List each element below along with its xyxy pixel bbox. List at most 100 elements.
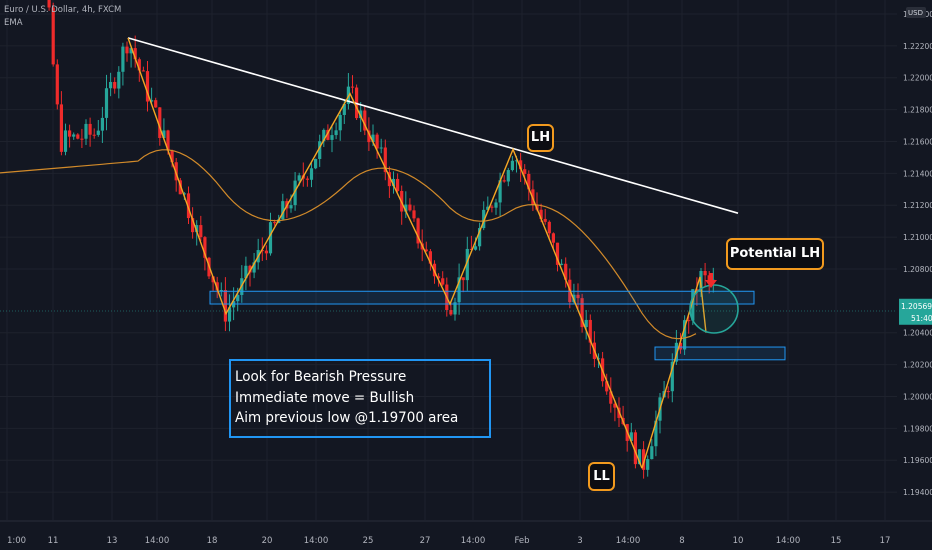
target-circle[interactable] <box>689 284 739 334</box>
lh-label[interactable]: LH <box>527 124 554 152</box>
candle <box>506 167 510 187</box>
time-tick: 10 <box>733 536 744 546</box>
time-tick: 14:00 <box>304 536 329 546</box>
candle <box>59 91 63 156</box>
down-arrow-icon <box>705 273 717 288</box>
candle <box>55 59 59 110</box>
candle <box>404 191 408 219</box>
candle <box>650 439 654 460</box>
descending-trendline[interactable] <box>127 37 739 214</box>
candle <box>191 207 195 239</box>
candle <box>84 119 88 145</box>
candle <box>363 105 367 136</box>
candle <box>318 134 322 167</box>
candle <box>68 124 72 148</box>
candle <box>613 400 617 422</box>
price-tick: 1.19400 <box>903 488 932 497</box>
candle <box>387 166 391 198</box>
time-tick: 14:00 <box>616 536 641 546</box>
candle <box>453 297 457 321</box>
time-axis: 1:00 11 13 14:00 18 20 14:00 25 27 14:00 Feb 3 14:00… <box>0 520 932 546</box>
candle <box>72 132 76 140</box>
candle <box>588 314 592 354</box>
time-tick: 17 <box>880 536 891 546</box>
candle <box>113 77 117 94</box>
price-axis-bg <box>897 0 932 550</box>
chart-title: Euro / U.S. Dollar, 4h, FXCM <box>4 5 122 15</box>
candle <box>51 2 55 67</box>
ll-label[interactable]: LL <box>588 462 615 491</box>
price-tick: 1.20400 <box>903 329 932 338</box>
candle <box>355 84 359 121</box>
candle <box>683 315 687 356</box>
potential-lh-label[interactable]: Potential LH <box>726 238 824 270</box>
candle <box>703 262 707 287</box>
currency-badge[interactable]: USD <box>906 7 926 18</box>
candle <box>199 215 203 241</box>
candle <box>555 242 560 272</box>
price-tick: 1.20200 <box>903 361 932 370</box>
price-tick: 1.22000 <box>903 74 932 83</box>
candle <box>478 222 482 251</box>
candle <box>96 119 100 137</box>
time-tick: 8 <box>679 536 684 546</box>
price-tick: 1.21800 <box>903 106 932 115</box>
support-zone[interactable] <box>209 290 755 305</box>
candle <box>642 441 646 479</box>
price-tick: 1.19600 <box>903 456 932 465</box>
candle <box>396 173 400 193</box>
candle <box>486 196 490 211</box>
candle <box>92 128 96 139</box>
zigzag-projection[interactable] <box>641 276 707 469</box>
candle <box>465 236 469 291</box>
candle <box>125 41 129 62</box>
candle <box>281 193 285 220</box>
candle <box>227 294 232 332</box>
candle <box>502 175 506 183</box>
time-tick: 18 <box>207 536 218 546</box>
candle <box>109 72 113 97</box>
candle <box>576 283 580 312</box>
candle <box>248 264 252 287</box>
candle <box>670 353 674 403</box>
candle <box>219 282 223 297</box>
candle <box>428 248 432 271</box>
candle <box>490 204 494 213</box>
candle <box>314 158 318 170</box>
price-tick: 1.21000 <box>903 233 932 242</box>
candle <box>244 256 248 291</box>
ema-line <box>0 149 697 340</box>
candle <box>580 293 584 333</box>
price-tick: 1.22200 <box>903 42 932 51</box>
time-tick: 14:00 <box>145 536 170 546</box>
price-tick: 1.20800 <box>903 265 932 274</box>
note-line: Look for Bearish Pressure <box>235 369 407 385</box>
candle <box>646 455 650 477</box>
candle <box>330 124 334 153</box>
currency-label: USD <box>908 9 923 17</box>
candle <box>104 74 109 131</box>
candle <box>309 162 314 188</box>
trade-note[interactable]: Look for Bearish Pressure Immediate move… <box>229 359 491 438</box>
candle <box>416 217 420 249</box>
price-tick: 1.20000 <box>903 392 932 401</box>
time-tick: 20 <box>262 536 273 546</box>
time-tick: 25 <box>363 536 374 546</box>
countdown-label: 51:40 <box>911 314 932 323</box>
candle <box>305 176 309 187</box>
candle <box>338 111 342 141</box>
candle <box>527 170 531 201</box>
zigzag-pattern[interactable] <box>127 37 643 469</box>
indicator-label[interactable]: EMA <box>4 18 23 28</box>
candle <box>186 186 191 224</box>
candle <box>543 209 547 225</box>
candle <box>375 132 379 159</box>
candle <box>129 46 133 68</box>
candle <box>609 377 613 413</box>
time-tick: 14:00 <box>461 536 486 546</box>
candle <box>80 128 84 148</box>
candle <box>121 42 125 86</box>
lower-zone[interactable] <box>654 346 786 361</box>
candle <box>162 118 166 141</box>
